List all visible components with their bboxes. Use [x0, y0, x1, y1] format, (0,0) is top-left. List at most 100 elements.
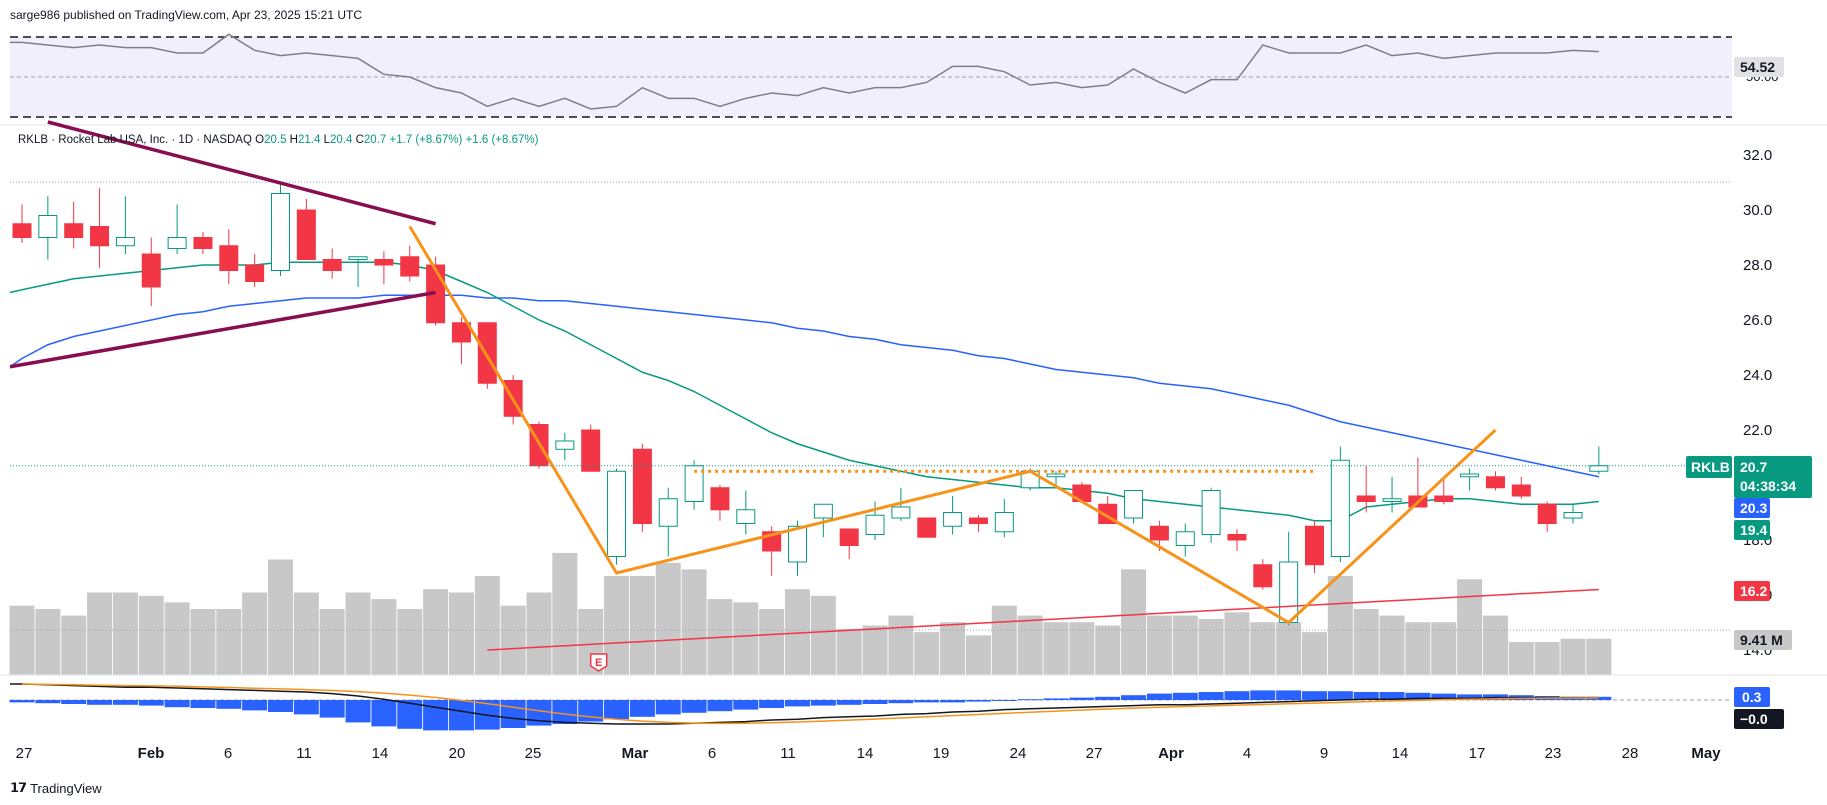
volume-bar [423, 589, 449, 675]
volume-bar [164, 602, 190, 675]
ma-fast-badge: 19.4 [1734, 520, 1770, 540]
candle [581, 424, 601, 472]
macd-hist-bar [1017, 699, 1043, 701]
candle [968, 515, 988, 532]
candle [451, 317, 471, 364]
volume-bar [681, 569, 707, 675]
channel-upper-line[interactable] [47, 120, 437, 226]
volume-bar [293, 592, 319, 675]
price-tick-label: 28.0 [1743, 257, 1772, 274]
candle [943, 496, 963, 535]
channel-lower-line[interactable] [9, 290, 436, 369]
macd-pane[interactable]: 0.3 −0.0 [9, 683, 1785, 731]
rsi-value-badge: 54.52 [1734, 57, 1784, 77]
time-tick-label: 24 [1010, 745, 1027, 762]
tradingview-logo-icon: 𝟭𝟳 [10, 780, 27, 795]
time-axis[interactable]: 27 Feb 6 11 14 20 25 Mar 6 11 14 19 24 27 Apr 4 9 14 17 23 2… [16, 745, 1722, 762]
candle [38, 196, 58, 260]
candles [12, 182, 1609, 626]
price-tick-label: 22.0 [1743, 422, 1772, 439]
svg-text:16.2: 16.2 [1740, 583, 1767, 599]
macd-hist-bar [914, 700, 940, 703]
macd-hist-bar [1457, 694, 1483, 700]
time-tick-label: Feb [138, 745, 165, 762]
price-pane[interactable]: E 32.030.028.026.024.022.020.018.016.014… [9, 120, 1813, 675]
volume-bar [836, 628, 862, 675]
macd-hist-bar [1224, 691, 1250, 700]
rsi-value-text: 54.52 [1740, 59, 1775, 75]
volume-bar [965, 635, 991, 675]
candle [994, 498, 1014, 538]
candle [90, 188, 110, 268]
macd-hist-bar [965, 700, 991, 702]
macd-hist-bar [190, 700, 216, 708]
candle [1175, 523, 1195, 557]
volume-bar [1017, 615, 1043, 675]
macd-hist-bar [1327, 691, 1353, 700]
macd-hist-bar [1198, 692, 1224, 700]
macd-value-badge: 0.3 [1734, 687, 1770, 707]
macd-hist-bar [500, 700, 526, 728]
trend-support-line[interactable] [487, 588, 1599, 651]
candle [219, 229, 239, 285]
rsi-panel[interactable]: 50.00 54.52 [10, 33, 1784, 118]
ma-slow-badge: 20.3 [1734, 498, 1770, 518]
macd-hist-bar [112, 700, 138, 705]
candle [193, 232, 213, 254]
volume-bar [397, 609, 423, 675]
candle [1253, 559, 1273, 590]
macd-hist-bar [681, 700, 707, 713]
price-tick-label: 32.0 [1743, 147, 1772, 164]
volume-bar [604, 576, 630, 675]
macd-hist-bar [604, 700, 630, 720]
candle [1460, 468, 1480, 491]
macd-hist-bar [242, 700, 268, 711]
ma-slow-line [9, 294, 1600, 478]
time-tick-label: Mar [622, 745, 649, 762]
zigzag-pattern[interactable] [408, 225, 1497, 625]
time-tick-label: 11 [296, 745, 312, 762]
macd-hist-bar [810, 700, 836, 706]
macd-hist-bar [319, 700, 345, 718]
earnings-marker-label: E [595, 657, 602, 669]
price-tick-label: 30.0 [1743, 202, 1772, 219]
last-price-badge: 20.7 04:38:34 [1734, 456, 1812, 498]
candle [1382, 476, 1402, 513]
macd-signal-badge: −0.0 [1734, 709, 1784, 729]
candle [1279, 531, 1299, 626]
legend-change-2: +1.6 (+8.67%) [465, 134, 539, 146]
macd-hist-bar [1095, 696, 1121, 700]
volume-bar [216, 609, 242, 675]
candle [348, 256, 368, 287]
time-tick-label: May [1691, 745, 1721, 762]
time-tick-label: 20 [449, 745, 466, 762]
macd-hist-bar [1069, 697, 1095, 700]
price-tick-label: 24.0 [1743, 367, 1772, 384]
earnings-marker[interactable]: E [589, 653, 608, 672]
volume-bar [268, 559, 293, 675]
macd-hist-bar [423, 700, 449, 731]
time-tick-label: 27 [16, 745, 33, 762]
time-tick-label: 6 [708, 745, 716, 762]
macd-hist-bar [216, 700, 242, 709]
macd-hist-bar [371, 700, 397, 727]
volume-bar [1327, 576, 1353, 675]
svg-text:20.3: 20.3 [1740, 500, 1767, 516]
macd-hist-bar [164, 700, 190, 708]
volume-bar [500, 605, 526, 675]
volume-bar [1353, 609, 1379, 675]
volume-badge: 9.41 M [1734, 630, 1792, 650]
volume-bar [1121, 569, 1147, 675]
time-tick-label: 27 [1086, 745, 1103, 762]
macd-hist-bar [345, 700, 371, 723]
volume-bar [862, 625, 888, 675]
time-tick-label: 23 [1545, 745, 1562, 762]
time-tick-label: 9 [1320, 745, 1328, 762]
volume-bar [35, 609, 61, 675]
macd-hist-bar [268, 700, 293, 712]
candle [555, 432, 575, 461]
candle [12, 204, 32, 243]
footer-brand[interactable]: 𝟭𝟳 TradingView [10, 780, 102, 796]
volume-bar [940, 622, 966, 675]
